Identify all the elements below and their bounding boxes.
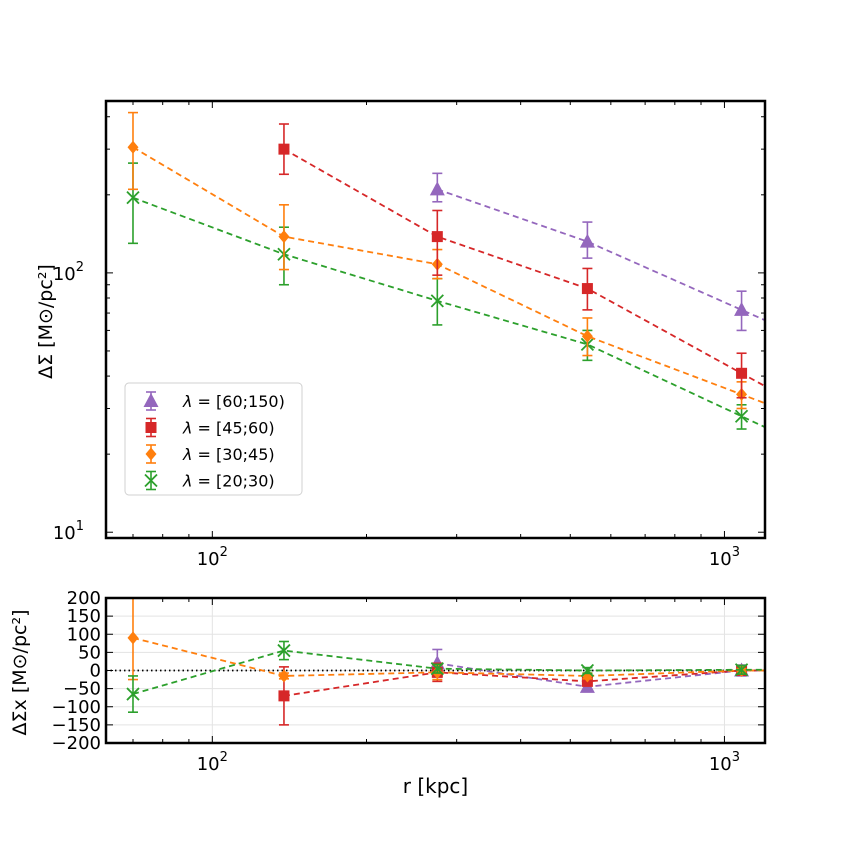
data-point <box>278 690 290 702</box>
legend-marker <box>145 422 157 433</box>
data-point <box>430 294 444 308</box>
series-diamond <box>127 111 765 410</box>
data-point <box>429 181 445 196</box>
series-x <box>126 640 765 713</box>
data-point <box>734 301 750 316</box>
x-tick-label: 102 <box>197 545 228 570</box>
y-tick-label: 100 <box>67 624 101 645</box>
series-line <box>437 662 765 688</box>
legend-box <box>124 382 303 496</box>
legend-marker <box>144 473 158 488</box>
legend-entry: λ = [60;150) <box>143 391 285 411</box>
data-point <box>127 140 139 154</box>
legend-marker <box>143 393 159 407</box>
series-line <box>132 146 765 405</box>
data-point <box>278 230 290 244</box>
data-point <box>127 631 139 645</box>
x-tick-label: 103 <box>709 545 740 570</box>
x-tick-label: 102 <box>197 750 228 775</box>
data-point <box>734 663 749 677</box>
y-tick-label: 0 <box>90 661 101 682</box>
legend-marker <box>145 447 157 461</box>
y-tick-label: −100 <box>52 697 101 718</box>
series-line <box>132 649 765 695</box>
y-tick-label: −150 <box>52 715 101 736</box>
series-line <box>437 188 765 322</box>
y-tick-label: 101 <box>53 519 84 544</box>
legend-label: λ = [60;150) <box>182 392 285 411</box>
data-point <box>581 329 593 343</box>
data-point <box>126 191 140 205</box>
bottom-y-axis-label: ΔΣx [M⊙/pc²] <box>9 610 31 736</box>
data-point <box>430 662 444 676</box>
series-line <box>132 637 765 677</box>
legend-entry: λ = [30;45) <box>145 444 275 464</box>
series-square <box>278 123 765 399</box>
error-bar <box>432 209 443 276</box>
data-point <box>126 687 140 701</box>
series-line <box>132 196 765 428</box>
data-point <box>736 367 748 379</box>
series-line <box>283 669 765 697</box>
top-y-axis-label: ΔΣ [M⊙/pc²] <box>35 264 57 379</box>
data-point <box>581 283 593 295</box>
y-tick-label: 102 <box>53 260 84 285</box>
y-tick-label: 50 <box>78 642 101 663</box>
data-point <box>734 409 749 423</box>
legend-label: λ = [20;30) <box>182 472 275 491</box>
legend-entry: λ = [20;30) <box>144 470 275 491</box>
data-point <box>277 643 291 658</box>
series-line <box>283 148 765 387</box>
series-triangle <box>429 172 765 332</box>
legend-entry: λ = [45;60) <box>145 417 275 438</box>
data-point <box>580 663 595 678</box>
y-tick-label: 150 <box>67 606 101 627</box>
data-point <box>579 233 595 248</box>
y-tick-label: −50 <box>63 679 101 700</box>
legend: λ = [60;150) λ = [45;60) λ = [30;45) λ = [2… <box>124 382 303 496</box>
top-plot-frame <box>104 99 767 540</box>
data-point <box>278 143 290 155</box>
legend-label: λ = [30;45) <box>182 445 275 464</box>
x-tick-label: 103 <box>709 750 740 775</box>
bottom-plot-frame <box>104 596 767 745</box>
x-axis-label: r [kpc] <box>403 774 468 798</box>
y-tick-label: 200 <box>67 588 101 609</box>
data-point <box>431 231 443 243</box>
data-point <box>278 669 290 683</box>
legend-label: λ = [45;60) <box>182 419 275 438</box>
y-tick-label: −200 <box>52 733 101 754</box>
